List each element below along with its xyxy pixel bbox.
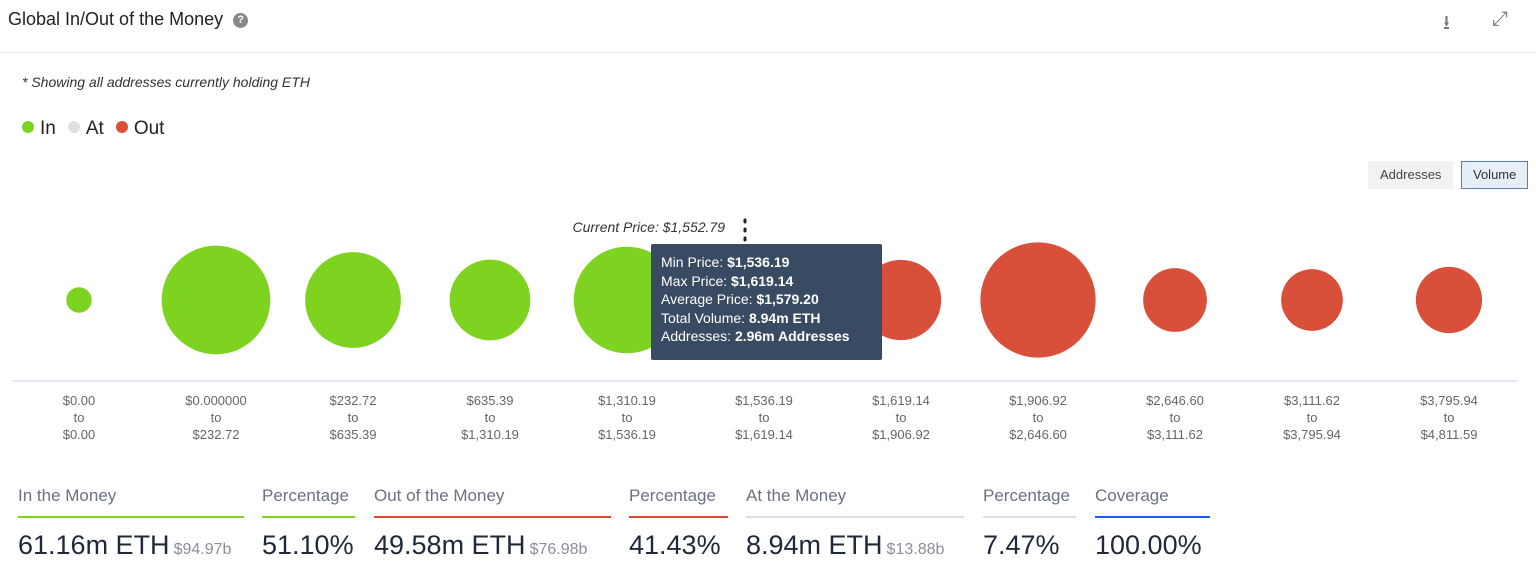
- stat-in-percentage: Percentage 51.10%: [262, 486, 355, 560]
- tick-label: to: [896, 410, 907, 425]
- bubble-in[interactable]: [305, 252, 401, 348]
- tooltip-addresses: Addresses: 2.96m Addresses: [661, 328, 850, 344]
- bubble-out[interactable]: [1143, 268, 1207, 332]
- stat-out-of-the-money: Out of the Money 49.58m ETH $76.98b: [374, 486, 611, 561]
- tick-label: $1,536.19: [598, 427, 656, 442]
- legend-label: In: [40, 118, 56, 139]
- tick-label: to: [485, 410, 496, 425]
- tick-label: $1,619.14: [872, 393, 930, 408]
- legend-item-at[interactable]: At: [67, 118, 104, 140]
- tick-label: $1,536.19: [735, 393, 793, 408]
- tick-label: $232.72: [330, 393, 377, 408]
- current-price-label: Current Price: $1,552.79: [572, 219, 725, 235]
- stat-at-the-money: At the Money 8.94m ETH $13.88b: [746, 486, 964, 561]
- stat-coverage: Coverage 100.00%: [1095, 486, 1210, 561]
- help-icon[interactable]: ?: [233, 13, 249, 28]
- tick-label: $2,646.60: [1146, 393, 1204, 408]
- tick-label: $0.00: [63, 393, 96, 408]
- tick-label: to: [1033, 410, 1044, 425]
- tick-label: $3,795.94: [1283, 427, 1341, 442]
- tick-label: to: [74, 410, 85, 425]
- tick-label: $3,111.62: [1284, 393, 1340, 408]
- tick-label: to: [622, 410, 633, 425]
- tooltip-avg: Average Price: $1,579.20: [661, 291, 819, 307]
- tooltip-min: Min Price: $1,536.19: [661, 254, 790, 270]
- tick-label: to: [759, 410, 770, 425]
- tick-label: $1,906.92: [1009, 393, 1067, 408]
- legend: In At Out: [22, 118, 164, 140]
- legend-item-in[interactable]: In: [22, 118, 56, 140]
- bubble-out[interactable]: [1281, 269, 1343, 331]
- tick-label: $232.72: [193, 427, 240, 442]
- stat-in-the-money: In the Money 61.16m ETH $94.97b: [18, 486, 244, 561]
- tick-label: $3,795.94: [1420, 393, 1478, 408]
- legend-item-out[interactable]: Out: [115, 118, 165, 140]
- tick-label: to: [1170, 410, 1181, 425]
- tick-label: $635.39: [330, 427, 377, 442]
- stat-at-percentage: Percentage 7.47%: [983, 486, 1076, 561]
- tick-label: to: [211, 410, 222, 425]
- legend-label: Out: [133, 118, 165, 139]
- bubble-in[interactable]: [66, 287, 92, 313]
- tick-label: $1,619.14: [735, 427, 793, 442]
- volume-toggle[interactable]: Volume: [1461, 161, 1529, 189]
- addresses-toggle[interactable]: Addresses: [1368, 161, 1454, 189]
- legend-label: At: [85, 118, 104, 139]
- bubble-out[interactable]: [1415, 266, 1483, 334]
- tick-label: $1,310.19: [461, 427, 519, 442]
- tick-label: $4,811.59: [1421, 427, 1478, 442]
- bubble-in[interactable]: [449, 259, 531, 341]
- divider: [0, 52, 1536, 53]
- title-text: Global In/Out of the Money: [8, 9, 224, 29]
- widget-title: Global In/Out of the Money?: [8, 9, 249, 30]
- tooltip: Min Price: $1,536.19 Max Price: $1,619.1…: [651, 244, 882, 360]
- out-dot-icon: [115, 121, 128, 133]
- tick-label: to: [1307, 410, 1318, 425]
- bubble-out[interactable]: [980, 242, 1096, 358]
- download-icon[interactable]: ⭳: [1443, 12, 1450, 34]
- tooltip-max: Max Price: $1,619.14: [661, 272, 794, 289]
- tick-label: $3,111.62: [1147, 427, 1203, 442]
- note: * Showing all addresses currently holdin…: [22, 74, 310, 90]
- bubble-in[interactable]: [161, 245, 271, 355]
- tick-label: to: [1444, 410, 1455, 425]
- tick-label: $0.00: [63, 427, 96, 442]
- tick-label: $635.39: [467, 393, 514, 408]
- expand-icon[interactable]: ⤢: [1492, 8, 1508, 30]
- stat-out-percentage: Percentage 41.43%: [629, 486, 728, 561]
- tick-label: $2,646.60: [1009, 427, 1067, 442]
- tick-label: $1,310.19: [598, 393, 656, 408]
- at-dot-icon: [67, 121, 80, 133]
- tick-label: $1,906.92: [872, 427, 930, 442]
- tick-label: $0.000000: [185, 393, 246, 408]
- in-dot-icon: [22, 121, 34, 133]
- tooltip-volume: Total Volume: 8.94m ETH: [661, 309, 821, 326]
- tick-label: to: [348, 410, 359, 425]
